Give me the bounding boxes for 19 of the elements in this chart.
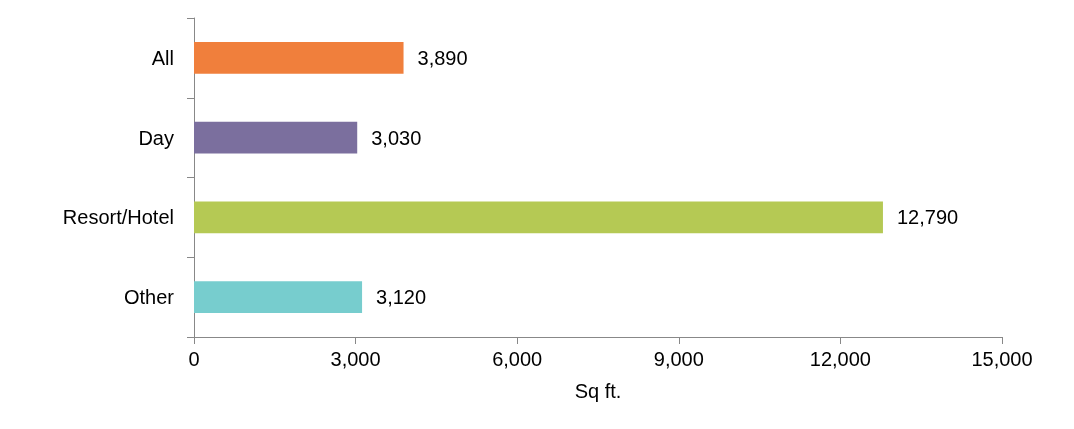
bar (194, 201, 883, 234)
bar (194, 281, 363, 314)
x-tick-label: 9,000 (653, 348, 704, 370)
x-tick-label: 6,000 (492, 348, 543, 370)
y-tick-label: Resort/Hotel (62, 206, 174, 229)
x-tick-label: 3,000 (330, 348, 381, 370)
y-tick-label: Other (123, 286, 175, 309)
data-label: 12,790 (896, 206, 959, 229)
data-label: 3,120 (376, 286, 427, 309)
x-tick-label: 0 (188, 348, 200, 370)
x-tick-label: 12,000 (809, 348, 871, 370)
bar (194, 121, 358, 154)
data-label: 3,030 (371, 126, 422, 149)
y-tick-label: All (151, 46, 174, 69)
x-tick-label: 15,000 (971, 348, 1033, 370)
x-axis-title: Sq ft. (574, 380, 622, 402)
data-label: 3,890 (417, 46, 468, 69)
y-tick-label: Day (138, 126, 174, 149)
bar (194, 41, 404, 74)
